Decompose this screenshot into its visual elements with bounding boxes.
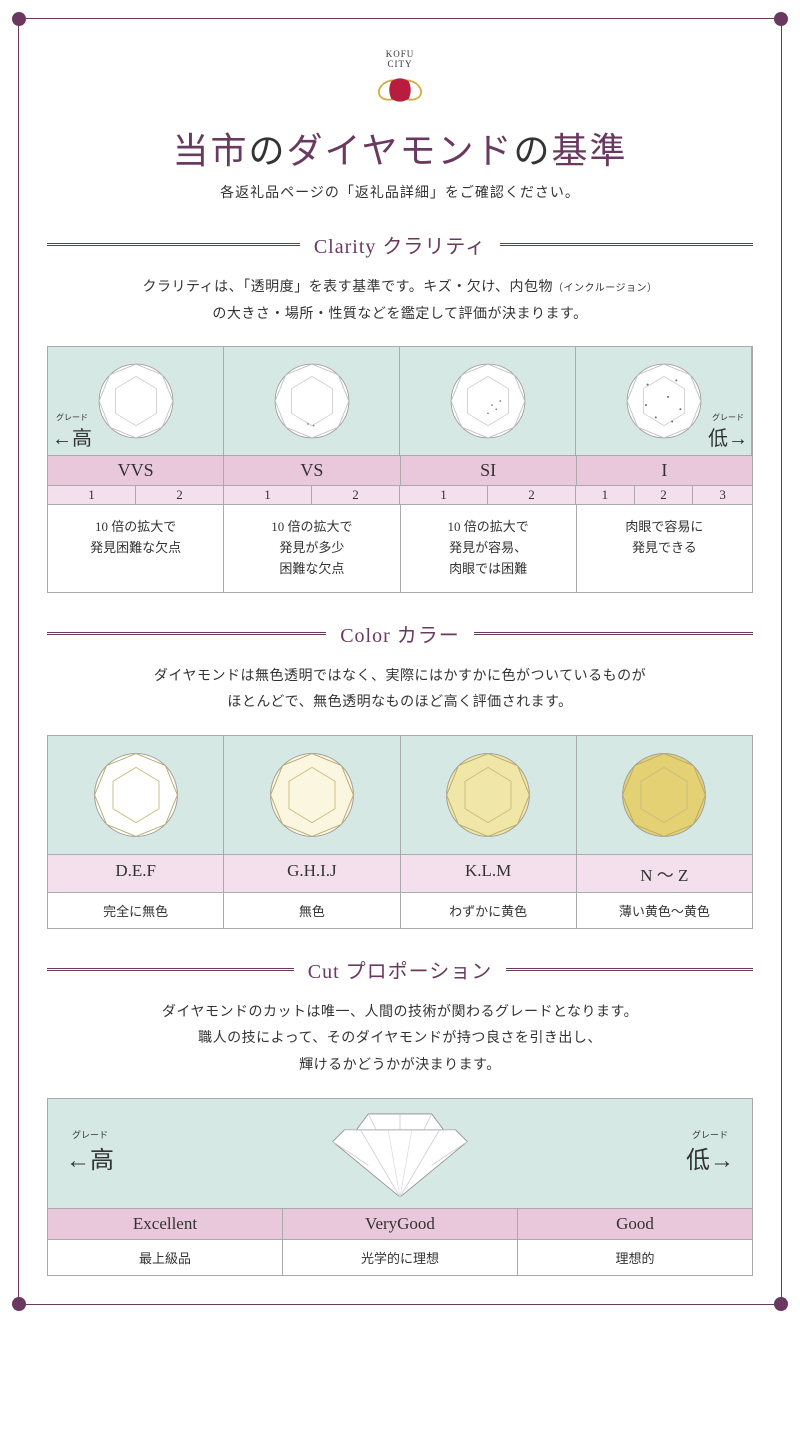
diamond-icon: [224, 347, 400, 455]
logo-text-bottom: CITY: [47, 59, 753, 69]
cut-grade-label: Excellent: [48, 1209, 283, 1239]
color-description: 薄い黄色〜黄色: [577, 893, 752, 928]
diamond-icon: [400, 347, 576, 455]
section-clarity: Clarity クラリティ クラリティは、「透明度」を表す基準です。キズ・欠け、…: [47, 230, 753, 593]
section-description: ダイヤモンドのカットは唯一、人間の技術が関わるグレードとなります。 職人の技によ…: [47, 1000, 753, 1080]
sub-grade: 1: [48, 486, 136, 504]
section-color: Color カラー ダイヤモンドは無色透明ではなく、実際にはかすかに色がついてい…: [47, 619, 753, 929]
sub-grade: 1: [400, 486, 488, 504]
color-description: わずかに黄色: [401, 893, 577, 928]
cut-description: 理想的: [518, 1240, 752, 1275]
grade-description: 10 倍の拡大で発見困難な欠点: [48, 505, 224, 591]
grade-label: VS: [224, 456, 400, 485]
cut-description: 最上級品: [48, 1240, 283, 1275]
cut-grade-label: Good: [518, 1209, 752, 1239]
sub-grade: 1: [576, 486, 635, 504]
logo: KOFU CITY: [47, 49, 753, 116]
diamond-icon: [401, 736, 577, 854]
section-header: Cut プロポーション: [47, 955, 753, 984]
corner-ornament: [774, 12, 788, 26]
color-description: 完全に無色: [48, 893, 224, 928]
section-header: Color カラー: [47, 619, 753, 648]
color-grade-label: D.E.F: [48, 855, 224, 892]
cut-grade-label: VeryGood: [283, 1209, 518, 1239]
diamond-icon: [577, 736, 752, 854]
color-grade-label: G.H.I.J: [224, 855, 400, 892]
sub-grade: 2: [136, 486, 224, 504]
page-subtitle: 各返礼品ページの「返礼品詳細」をご確認ください。: [47, 182, 753, 202]
diamond-icon: [48, 736, 224, 854]
grade-label: VVS: [48, 456, 224, 485]
section-title: Cut プロポーション: [308, 955, 493, 984]
grade-low-label: グレード低→: [686, 1131, 734, 1175]
corner-ornament: [12, 12, 26, 26]
cut-diamond-panel: グレード←高 グレード低→: [47, 1098, 753, 1208]
grade-label: I: [577, 456, 752, 485]
sub-grade: 2: [312, 486, 400, 504]
clarity-diamond-row: グレード←高 グレード低→: [47, 346, 753, 455]
grade-low-label: グレード低→: [708, 414, 748, 451]
corner-ornament: [12, 1297, 26, 1311]
clarity-desc-row: 10 倍の拡大で発見困難な欠点10 倍の拡大で発見が多少困難な欠点10 倍の拡大…: [47, 504, 753, 592]
grade-description: 10 倍の拡大で発見が容易、肉眼では困難: [401, 505, 577, 591]
color-description: 無色: [224, 893, 400, 928]
color-desc-row: 完全に無色無色わずかに黄色薄い黄色〜黄色: [47, 892, 753, 929]
color-grade-label: N 〜 Z: [577, 855, 752, 892]
grade-description: 肉眼で容易に発見できる: [577, 505, 752, 591]
color-diamond-row: [47, 735, 753, 854]
section-title: Color カラー: [340, 619, 460, 648]
kofu-knot-icon: [47, 69, 753, 116]
outer-frame: KOFU CITY 当市のダイヤモンドの基準 各返礼品ページの「返礼品詳細」をご…: [18, 18, 782, 1305]
grade-high-label: グレード←高: [66, 1131, 114, 1175]
color-label-row: D.E.FG.H.I.JK.L.MN 〜 Z: [47, 854, 753, 892]
cut-description: 光学的に理想: [283, 1240, 518, 1275]
sub-grade: 2: [488, 486, 576, 504]
section-description: クラリティは、「透明度」を表す基準です。キズ・欠け、内包物（インクルージョン） …: [47, 275, 753, 328]
section-cut: Cut プロポーション ダイヤモンドのカットは唯一、人間の技術が関わるグレードと…: [47, 955, 753, 1276]
cut-label-row: ExcellentVeryGoodGood: [47, 1208, 753, 1239]
logo-text-top: KOFU: [47, 49, 753, 59]
diamond-icon: [224, 736, 400, 854]
corner-ornament: [774, 1297, 788, 1311]
sub-grade: 2: [635, 486, 694, 504]
clarity-grade-row: VVSVSSII: [47, 455, 753, 485]
sub-grade: 3: [693, 486, 752, 504]
section-header: Clarity クラリティ: [47, 230, 753, 259]
color-grade-label: K.L.M: [401, 855, 577, 892]
cut-desc-row: 最上級品光学的に理想理想的: [47, 1239, 753, 1276]
diamond-side-icon: [320, 1106, 480, 1201]
page-title: 当市のダイヤモンドの基準: [47, 122, 753, 174]
grade-label: SI: [401, 456, 577, 485]
section-title: Clarity クラリティ: [314, 230, 486, 259]
grade-high-label: グレード←高: [52, 414, 92, 451]
section-description: ダイヤモンドは無色透明ではなく、実際にはかすかに色がついているものが ほとんどで…: [47, 664, 753, 717]
grade-description: 10 倍の拡大で発見が多少困難な欠点: [224, 505, 400, 591]
clarity-sub-row: 121212123: [47, 485, 753, 504]
sub-grade: 1: [224, 486, 312, 504]
